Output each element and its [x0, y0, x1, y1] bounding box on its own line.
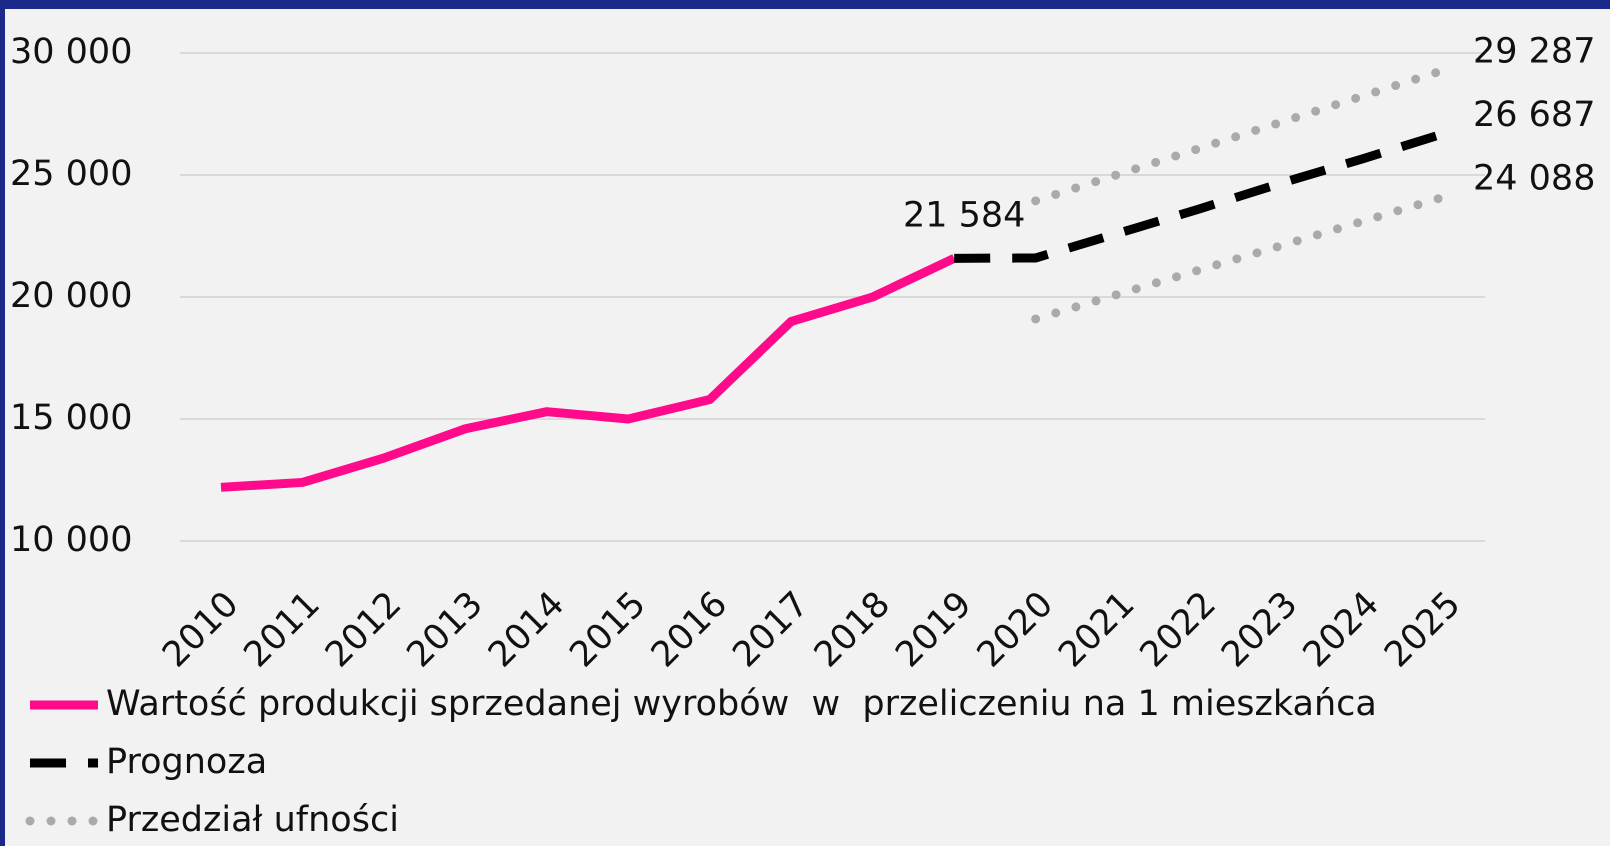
y-tick-label: 15 000	[10, 398, 132, 438]
legend-label: Przedział ufności	[106, 800, 399, 840]
data-label: 29 287	[1473, 31, 1595, 71]
chart-background	[5, 9, 1610, 846]
data-label: 26 687	[1473, 95, 1595, 135]
data-label: 24 088	[1473, 158, 1595, 198]
series-line	[220, 254, 957, 492]
legend-label: Wartość produkcji sprzedanej wyrobów w p…	[106, 684, 1377, 724]
data-label: 21 584	[903, 195, 1025, 235]
series-line	[1031, 65, 1448, 206]
y-tick-label: 25 000	[10, 154, 132, 194]
y-tick-label: 20 000	[10, 276, 132, 316]
y-tick-label: 10 000	[10, 520, 132, 560]
y-tick-label: 30 000	[10, 32, 132, 72]
series-line	[1031, 192, 1448, 324]
legend-label: Prognoza	[106, 742, 267, 782]
series-line	[954, 129, 1445, 263]
